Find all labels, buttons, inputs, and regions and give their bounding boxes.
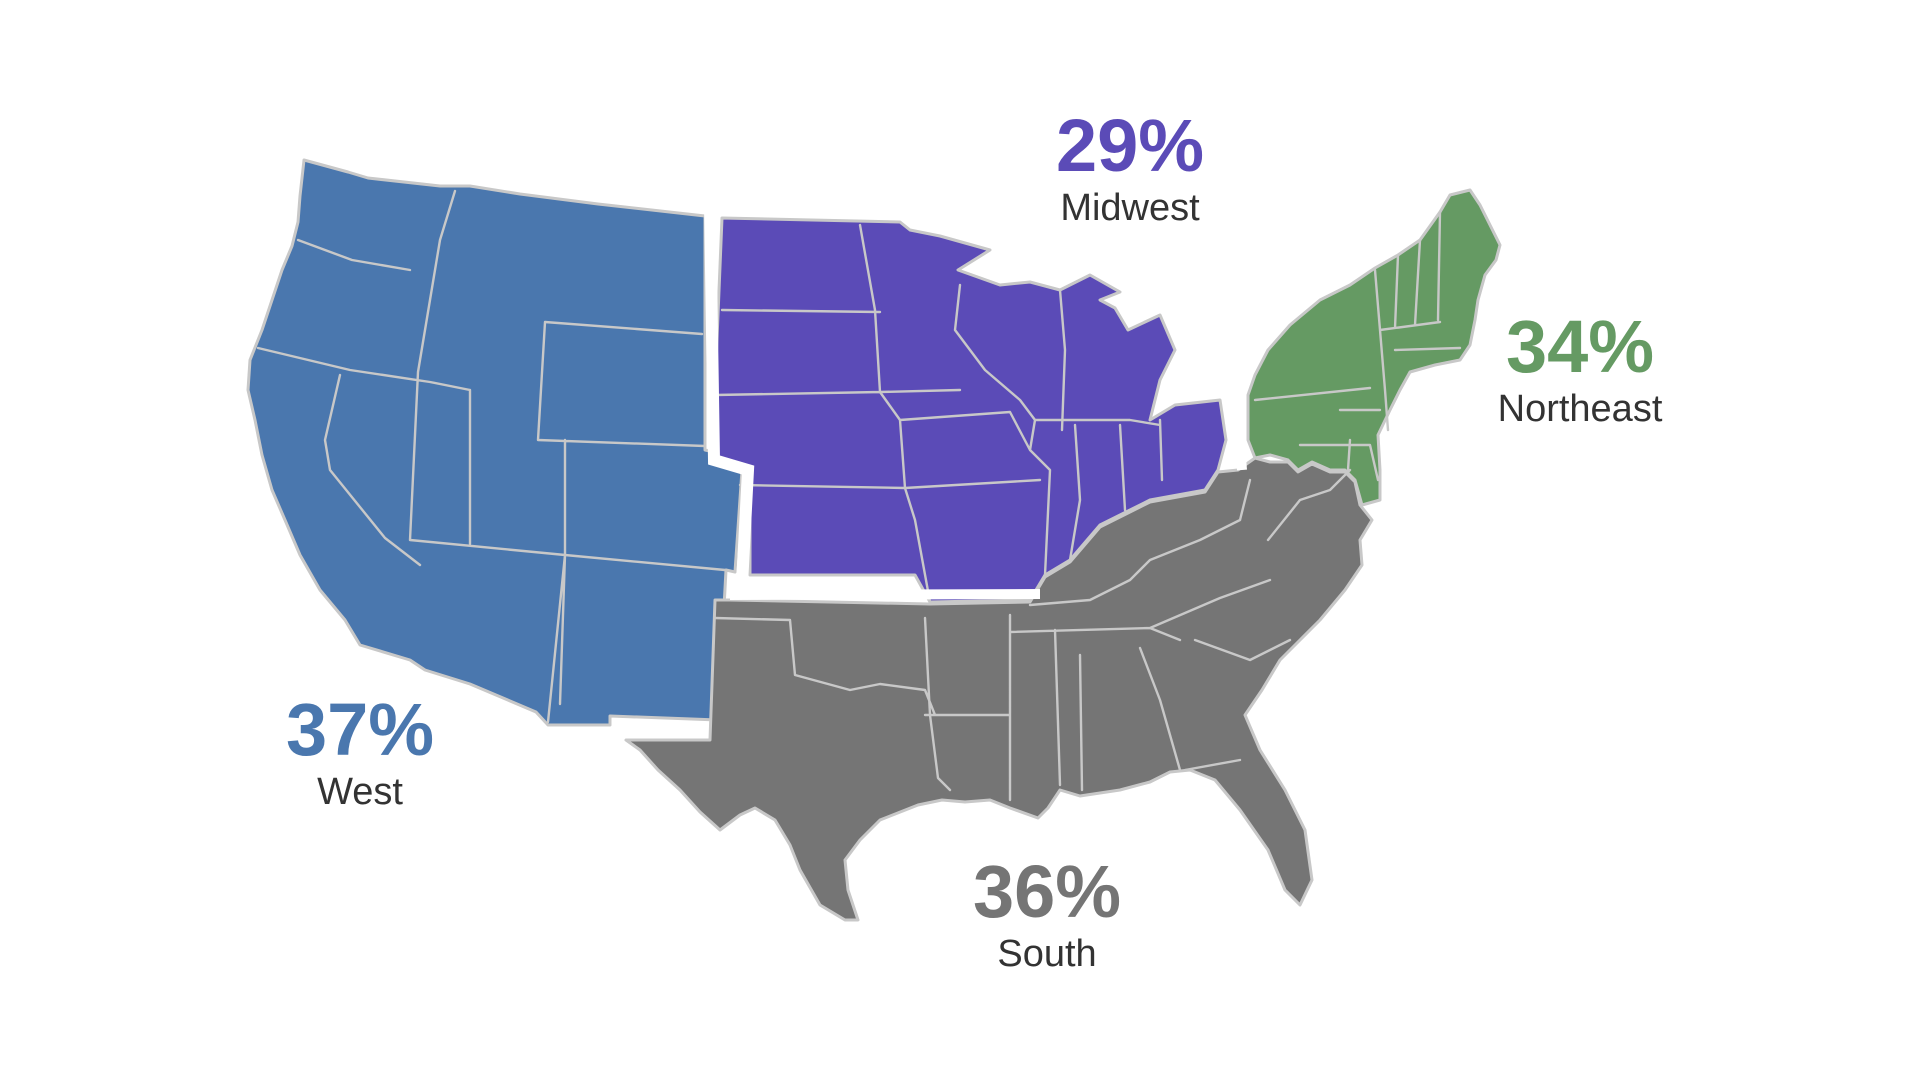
- region-northeast: [1246, 188, 1502, 507]
- midwest-state-borders: [713, 223, 1164, 604]
- region-west: [246, 158, 744, 727]
- label-south: 36% South: [877, 852, 1217, 976]
- region-separators: [704, 204, 1247, 600]
- south-name: South: [997, 933, 1097, 975]
- west-state-borders: [256, 189, 727, 724]
- region-south: [624, 456, 1374, 922]
- northeast-state-borders: [1253, 210, 1462, 482]
- region-west-shape: [246, 158, 744, 727]
- midwest-percent: 29%: [1055, 104, 1205, 187]
- label-west: 37% West: [190, 690, 530, 814]
- west-name: West: [317, 771, 403, 813]
- label-northeast: 34% Northeast: [1410, 307, 1750, 431]
- region-midwest: [710, 216, 1228, 604]
- label-midwest: 29% Midwest: [960, 106, 1300, 230]
- south-percent: 36%: [972, 850, 1122, 933]
- region-south-shape: [624, 456, 1374, 922]
- south-state-borders: [713, 468, 1352, 802]
- west-percent: 37%: [285, 688, 435, 771]
- region-midwest-shape: [710, 216, 1228, 604]
- northeast-name: Northeast: [1497, 388, 1663, 430]
- region-northeast-shape: [1246, 188, 1502, 507]
- midwest-name: Midwest: [1060, 187, 1200, 229]
- northeast-percent: 34%: [1505, 305, 1655, 388]
